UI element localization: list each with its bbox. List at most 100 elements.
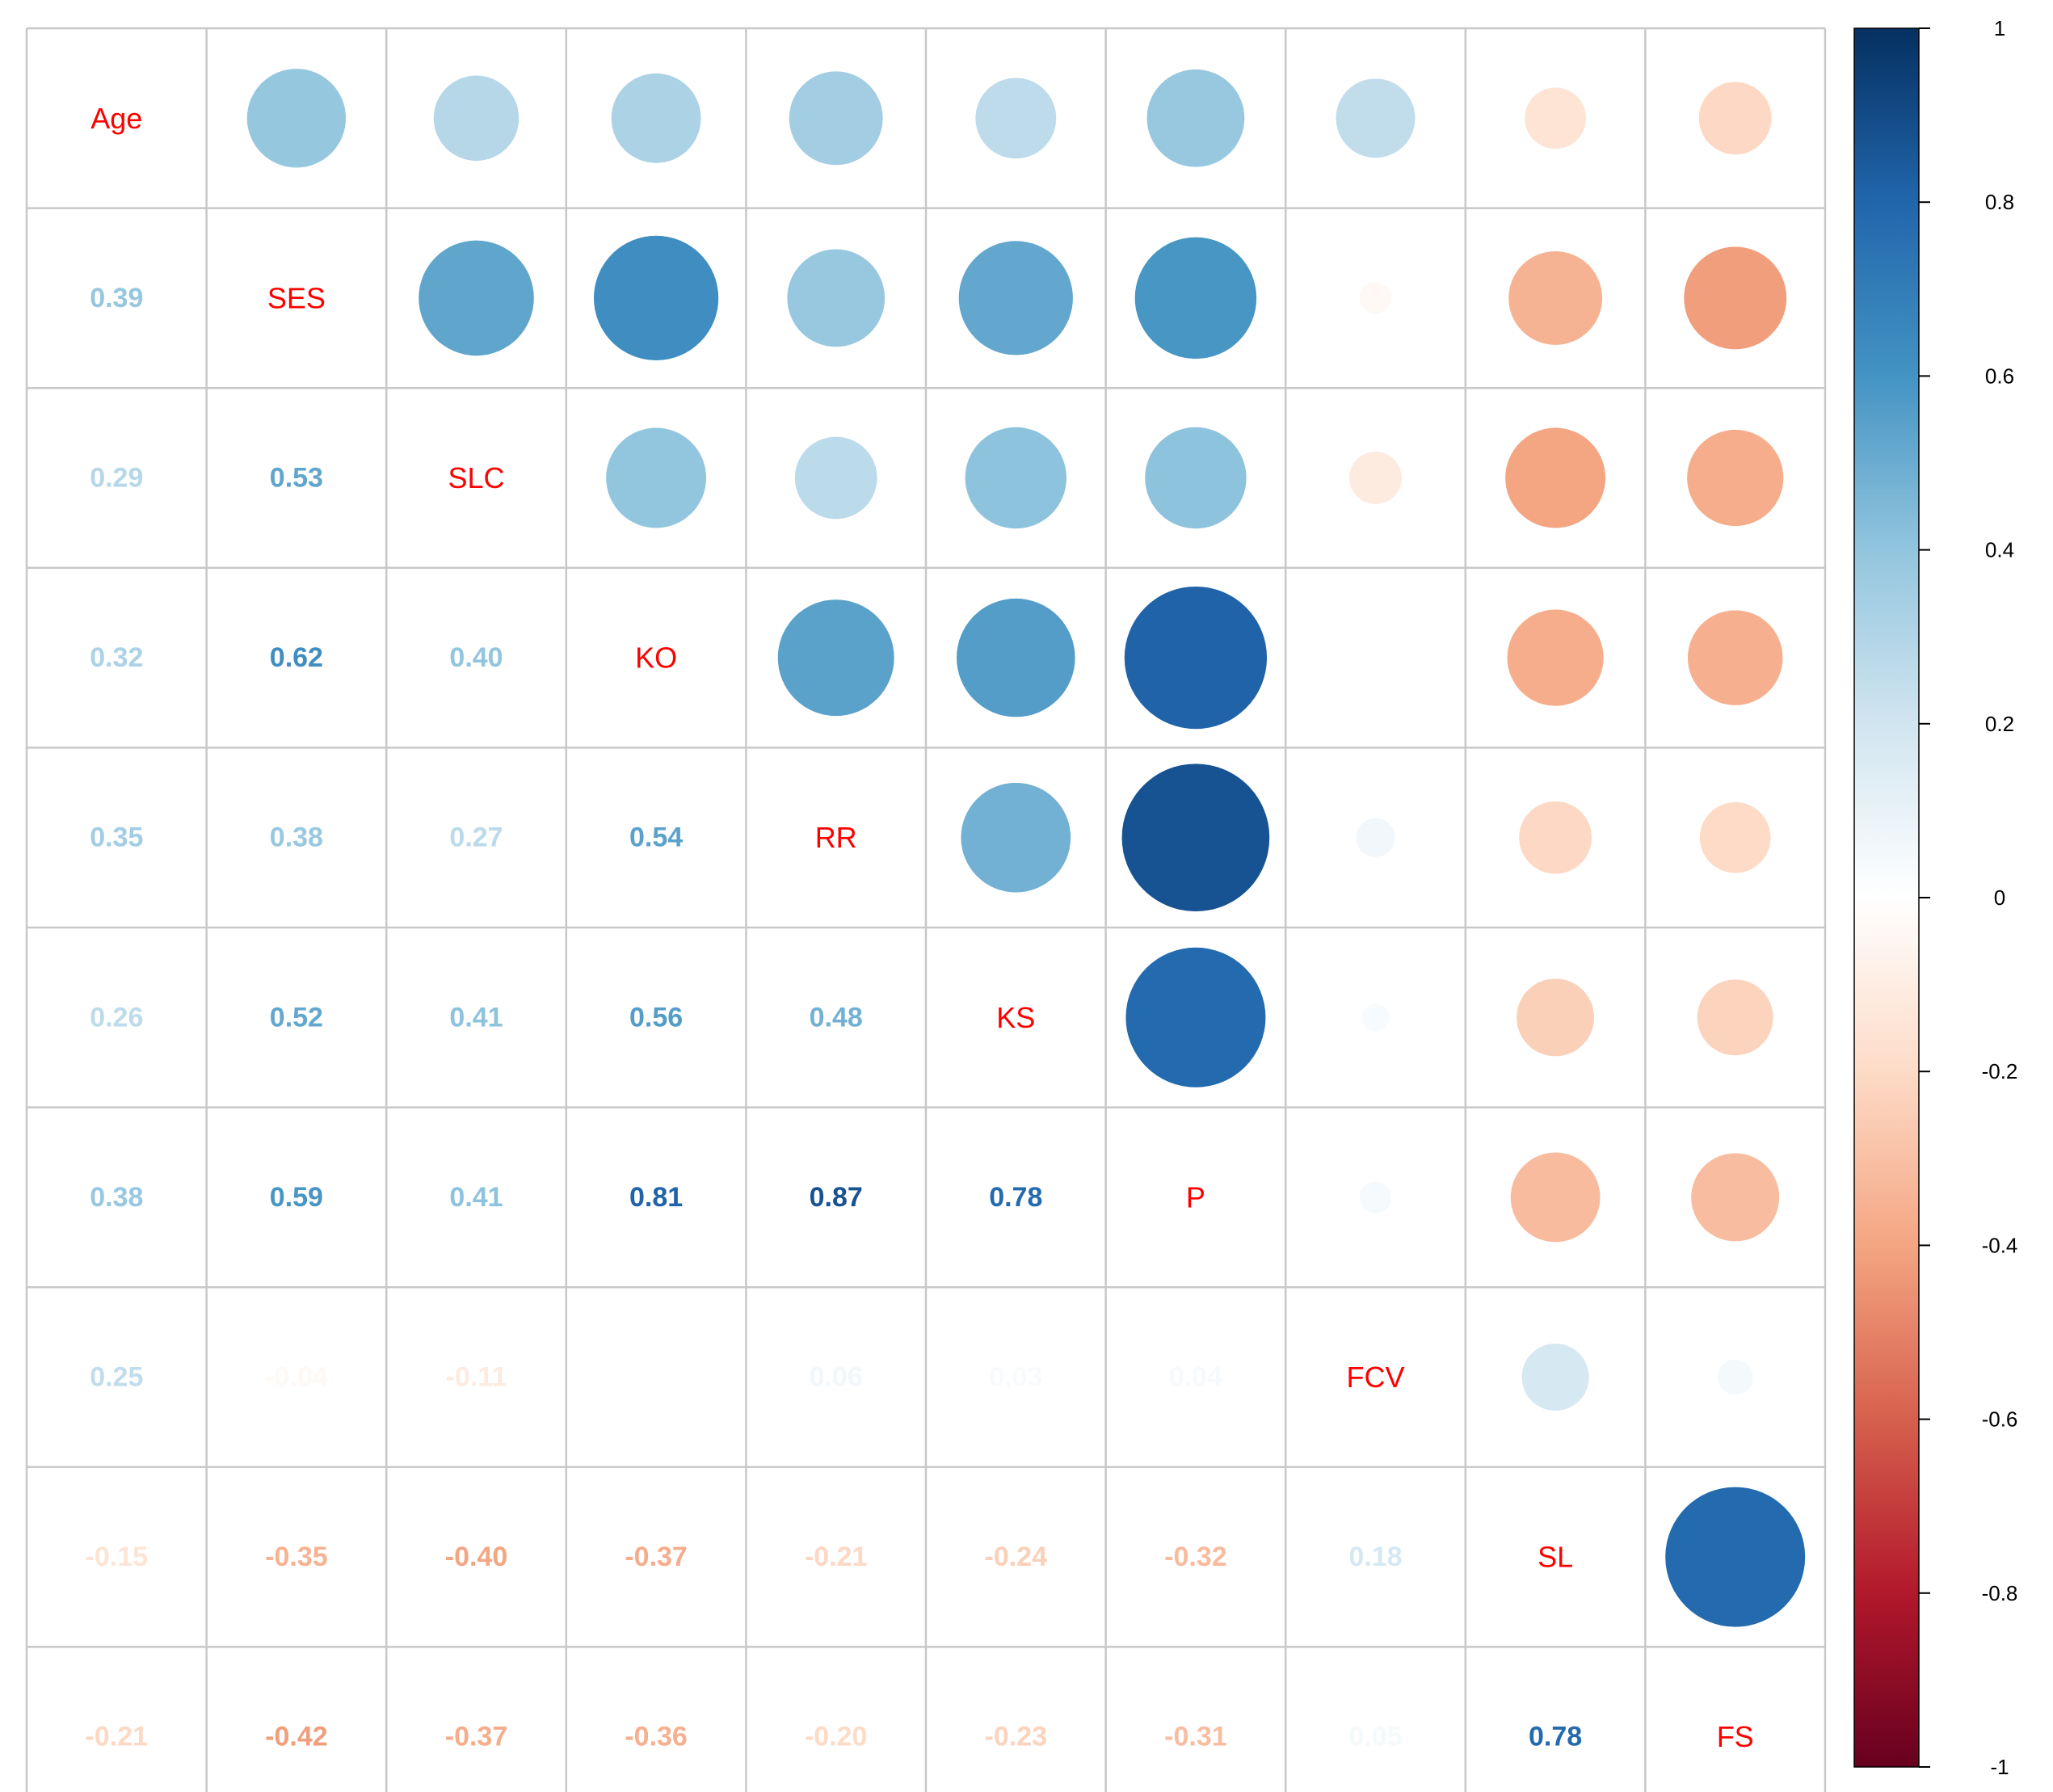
- coef-label-fs-age: -0.21: [86, 1722, 149, 1752]
- coef-label-fs-slc: -0.37: [445, 1722, 508, 1752]
- coef-label-fcv-rr: 0.06: [810, 1362, 863, 1393]
- coef-label-sl-rr: -0.21: [805, 1542, 868, 1572]
- corr-circle-age-fcv: [1336, 78, 1416, 158]
- coef-label-slc-ses: 0.53: [270, 463, 323, 494]
- corr-circle-ses-slc: [419, 240, 534, 356]
- coef-label-sl-age: -0.15: [86, 1542, 149, 1572]
- corr-circle-p-fs: [1691, 1153, 1780, 1242]
- corr-circle-sl-fs: [1665, 1487, 1806, 1627]
- coef-label-fs-fcv: 0.05: [1348, 1722, 1402, 1752]
- corr-circle-rr-ks: [961, 782, 1071, 893]
- corr-circle-slc-p: [1145, 427, 1247, 529]
- coef-label-ko-ses: 0.62: [270, 642, 323, 673]
- corr-circle-ks-p: [1125, 947, 1266, 1087]
- corr-circle-ses-sl: [1508, 250, 1603, 345]
- coef-label-sl-p: -0.32: [1164, 1542, 1227, 1572]
- diagonal-label-sl: SL: [1538, 1541, 1573, 1574]
- corr-circle-ses-ks: [958, 241, 1073, 355]
- corr-circle-age-sl: [1525, 87, 1587, 149]
- coef-label-ks-slc: 0.41: [449, 1002, 503, 1033]
- corr-circle-age-p: [1146, 69, 1245, 167]
- corr-circle-slc-fs: [1687, 429, 1784, 527]
- coef-label-sl-ko: -0.37: [625, 1542, 688, 1572]
- colorbar-tick-label: 0.4: [1985, 538, 2014, 562]
- colorbar-ticks: 1 0.8 0.6 0.4 0.2 0 -0.2 -0.4 -0.6 -0.8 -1: [1919, 16, 2017, 1779]
- corr-circle-fcv-fs: [1717, 1359, 1753, 1395]
- diagonal-label-fs: FS: [1717, 1720, 1754, 1753]
- diagonal-label-rr: RR: [815, 821, 857, 854]
- coef-label-ks-ses: 0.52: [270, 1002, 323, 1033]
- coef-label-fcv-ko: 0.00: [629, 1362, 683, 1393]
- coef-label-sl-ses: -0.35: [265, 1542, 328, 1572]
- corr-circle-ses-fs: [1684, 246, 1787, 350]
- corr-circle-rr-sl: [1519, 801, 1592, 874]
- colorbar-tick-label: -1: [1990, 1755, 2009, 1779]
- coef-label-fcv-age: 0.25: [90, 1362, 143, 1393]
- coef-label-fs-rr: -0.20: [805, 1722, 868, 1752]
- corr-circle-slc-rr: [794, 436, 877, 520]
- corr-circle-ses-fcv: [1359, 282, 1392, 314]
- corr-circle-fcv-sl: [1521, 1343, 1589, 1411]
- diagonal-label-ko: KO: [635, 642, 677, 675]
- coef-label-rr-age: 0.35: [90, 822, 143, 853]
- diagonal-label-slc: SLC: [448, 461, 504, 494]
- coef-label-fs-p: -0.31: [1164, 1722, 1227, 1752]
- corr-circle-p-fcv: [1359, 1181, 1392, 1214]
- coef-label-fcv-ks: 0.03: [989, 1362, 1042, 1393]
- corr-circle-age-slc: [433, 75, 520, 162]
- coef-label-ko-age: 0.32: [90, 642, 143, 673]
- coef-label-slc-age: 0.29: [90, 463, 143, 494]
- colorbar-tick-label: -0.8: [1982, 1581, 2018, 1605]
- corr-circle-ks-fs: [1697, 979, 1773, 1056]
- corr-circle-ks-fcv: [1361, 1003, 1390, 1032]
- corr-circle-ko-p: [1124, 586, 1268, 730]
- corr-circle-ko-rr: [777, 599, 894, 717]
- colorbar-tick-label: 0.6: [1985, 364, 2014, 388]
- coef-label-fs-sl: 0.78: [1529, 1722, 1582, 1752]
- corr-circle-slc-ko: [606, 427, 707, 528]
- diagonal-label-ks: KS: [996, 1001, 1035, 1034]
- corr-circle-ko-sl: [1507, 609, 1604, 706]
- coef-label-p-rr: 0.87: [810, 1182, 863, 1213]
- colorbar-tick-label: -0.6: [1982, 1407, 2018, 1432]
- corr-circle-ses-ko: [593, 235, 719, 361]
- coef-label-p-ses: 0.59: [270, 1182, 323, 1213]
- diagonal-label-fcv: FCV: [1347, 1361, 1405, 1394]
- coef-label-sl-slc: -0.40: [445, 1542, 508, 1572]
- coef-label-p-ks: 0.78: [989, 1182, 1042, 1213]
- coef-label-ses-age: 0.39: [90, 283, 143, 313]
- colorbar-tick-label: 0.2: [1985, 712, 2014, 736]
- corr-circle-ko-ks: [957, 598, 1075, 717]
- corr-circle-slc-fcv: [1349, 452, 1402, 504]
- corr-circle-age-ko: [611, 73, 701, 163]
- colorbar-tick-label: -0.2: [1982, 1059, 2018, 1083]
- coef-label-rr-slc: 0.27: [449, 822, 503, 853]
- corr-circle-age-rr: [789, 71, 883, 166]
- colorbar-tick-label: 0.8: [1985, 190, 2014, 214]
- corr-circle-age-fs: [1698, 82, 1772, 155]
- matrix-grid: [25, 27, 1827, 1792]
- corr-circle-slc-ks: [965, 427, 1067, 529]
- colorbar-tick-label: 0: [1994, 885, 2005, 910]
- corr-circle-age-ks: [975, 78, 1057, 159]
- corr-circle-rr-fcv: [1356, 818, 1395, 857]
- corr-circle-rr-fs: [1699, 801, 1771, 873]
- coef-label-ks-ko: 0.56: [629, 1002, 683, 1033]
- coef-label-ko-slc: 0.40: [449, 642, 503, 673]
- corr-circle-ses-rr: [787, 249, 886, 347]
- coef-label-p-slc: 0.41: [449, 1182, 503, 1213]
- corr-circle-ks-sl: [1517, 978, 1595, 1057]
- colorbar-gradient: [1853, 27, 1920, 1768]
- colorbar-tick-label: 1: [1994, 16, 2005, 40]
- coef-label-ks-age: 0.26: [90, 1002, 143, 1033]
- colorbar-tick-label: -0.4: [1982, 1233, 2018, 1257]
- coef-label-fs-ko: -0.36: [625, 1722, 688, 1752]
- corr-circle-ko-fs: [1687, 610, 1783, 705]
- coef-label-p-age: 0.38: [90, 1182, 143, 1213]
- coef-label-rr-ko: 0.54: [629, 822, 683, 853]
- corr-circle-p-sl: [1510, 1152, 1601, 1243]
- coef-label-p-ko: 0.81: [629, 1182, 683, 1213]
- coef-label-sl-ks: -0.24: [985, 1542, 1048, 1572]
- coef-label-rr-ses: 0.38: [270, 822, 323, 853]
